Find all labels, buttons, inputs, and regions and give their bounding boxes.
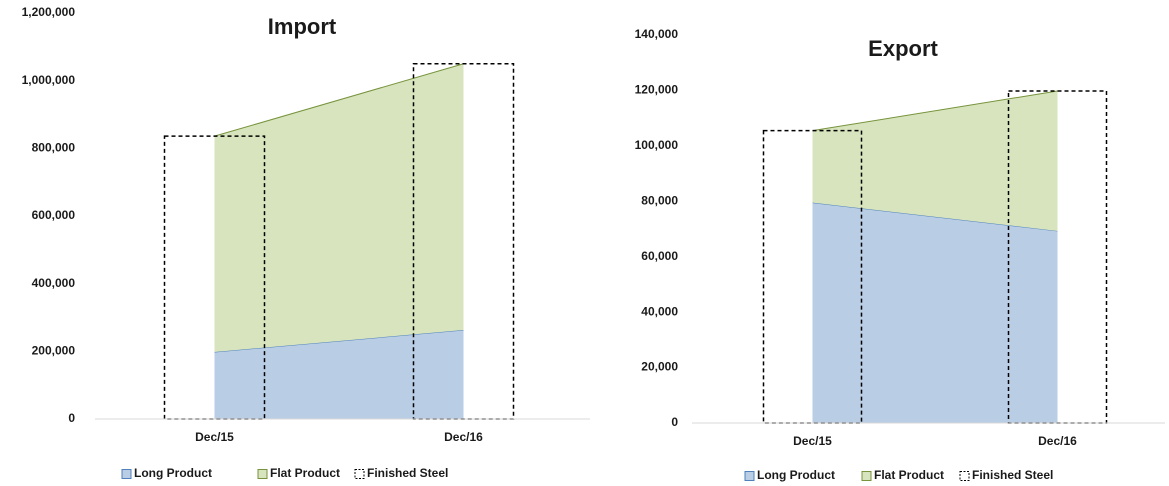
bar [163,135,266,420]
y-tick-label: 60,000 [641,249,678,263]
x-tick-label: Dec/15 [793,434,832,448]
y-tick-label: 40,000 [641,304,678,318]
x-tick-label: Dec/15 [195,430,234,444]
y-tick-label: 100,000 [635,138,679,152]
area-fill [214,63,464,353]
y-tick-label: 120,000 [635,83,679,97]
y-tick-label: 80,000 [641,193,678,207]
area-fill [812,90,1058,231]
legend-swatch [257,469,268,479]
y-tick-label: 0 [671,415,678,429]
legend-label: Long Product [757,468,835,482]
chart-title: Import [268,14,337,39]
area-fill [812,202,1058,423]
y-tick-label: 200,000 [32,344,76,358]
area-fill [214,330,464,419]
area-edge [812,90,1058,132]
x-tick-label: Dec/16 [444,430,483,444]
y-tick-label: 20,000 [641,360,678,374]
y-tick-label: 1,200,000 [22,5,76,19]
y-tick-label: 140,000 [635,27,679,41]
legend-label: Long Product [134,466,212,480]
legend-label: Flat Product [874,468,944,482]
y-tick-label: 600,000 [32,208,76,222]
legend-swatch [861,471,872,481]
legend-swatch [354,469,365,479]
y-tick-label: 800,000 [32,141,76,155]
x-tick-label: Dec/16 [1038,434,1077,448]
chart: Export 0 20,000 40,000 60,000 80,000 100,000 12… [635,27,1165,482]
y-tick-label: 1,000,000 [22,73,76,87]
legend-label: Finished Steel [367,466,448,480]
legend-swatch [121,469,132,479]
area-edge [214,63,464,137]
legend-label: Flat Product [270,466,340,480]
legend-swatch [744,471,755,481]
chart: Import 0 200,000 400,000 600,000 800,000 1,000… [22,5,590,480]
y-tick-label: 400,000 [32,276,76,290]
legend-swatch [959,471,970,481]
chart-title: Export [868,36,938,61]
bar [762,129,863,424]
legend-label: Finished Steel [972,468,1053,482]
y-tick-label: 0 [68,411,75,425]
